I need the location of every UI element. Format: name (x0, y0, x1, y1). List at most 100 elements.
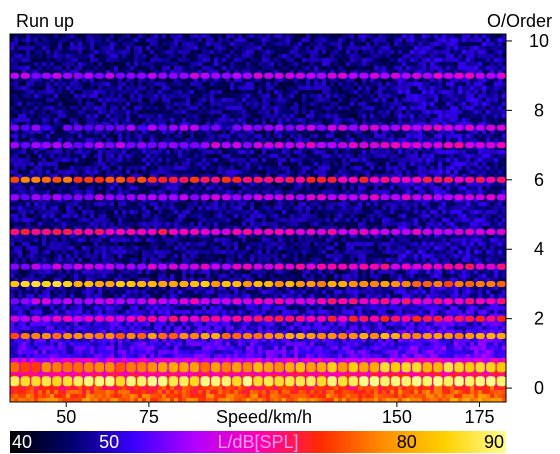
heatmap-cell (462, 50, 467, 55)
heatmap-cell (130, 190, 135, 195)
heatmap-cell (382, 186, 387, 191)
heatmap-cell (142, 154, 147, 159)
heatmap-cell (378, 54, 383, 59)
heatmap-cell (382, 158, 387, 163)
heatmap-cell (26, 90, 31, 95)
heatmap-cell (18, 186, 23, 191)
heatmap-cell (246, 78, 251, 83)
heatmap-cell (382, 86, 387, 91)
heatmap-cell (178, 78, 183, 83)
heatmap-cell (334, 166, 339, 171)
heatmap-cell (398, 182, 403, 187)
heatmap-cell (138, 58, 143, 63)
heatmap-cell (290, 98, 295, 103)
heatmap-cell (118, 78, 123, 83)
heatmap-cell (490, 102, 495, 107)
heatmap-cell (118, 162, 123, 167)
heatmap-cell (394, 146, 399, 151)
heatmap-cell (58, 90, 63, 95)
heatmap-cell (170, 54, 175, 59)
heatmap-cell (462, 170, 467, 175)
heatmap-cell (498, 86, 503, 91)
heatmap-cell (154, 106, 159, 111)
heatmap-cell (238, 58, 243, 63)
heatmap-cell (442, 150, 447, 155)
heatmap-cell (290, 190, 295, 195)
heatmap-cell (86, 134, 91, 139)
heatmap-cell (26, 50, 31, 55)
heatmap-cell (478, 94, 483, 99)
heatmap-cell (406, 190, 411, 195)
heatmap-cell (110, 42, 115, 47)
heatmap-cell (114, 46, 119, 51)
heatmap-cell (198, 70, 203, 75)
heatmap-cell (470, 78, 475, 83)
heatmap-cell (122, 66, 127, 71)
heatmap-cell (414, 154, 419, 159)
heatmap-cell (198, 162, 203, 167)
heatmap-cell (446, 50, 451, 55)
heatmap-cell (430, 142, 435, 147)
heatmap-cell (158, 78, 163, 83)
heatmap-cell (458, 46, 463, 51)
heatmap-cell (54, 146, 59, 151)
heatmap-cell (258, 122, 263, 127)
heatmap-cell (314, 106, 319, 111)
heatmap-cell (70, 54, 75, 59)
heatmap-cell (494, 58, 499, 63)
heatmap-cell (118, 182, 123, 187)
heatmap-cell (346, 138, 351, 143)
heatmap-cell (418, 122, 423, 127)
heatmap-cell (190, 82, 195, 87)
heatmap-cell (106, 86, 111, 91)
heatmap-cell (274, 42, 279, 47)
heatmap-cell (338, 138, 343, 143)
heatmap-cell (434, 118, 439, 123)
heatmap-cell (266, 38, 271, 43)
heatmap-cell (310, 46, 315, 51)
heatmap-cell (254, 118, 259, 123)
heatmap-cell (98, 110, 103, 115)
heatmap-cell (58, 102, 63, 107)
heatmap-cell (54, 46, 59, 51)
heatmap-cell (406, 54, 411, 59)
heatmap-cell (94, 42, 99, 47)
heatmap-cell (374, 162, 379, 167)
heatmap-cell (158, 70, 163, 75)
heatmap-cell (30, 58, 35, 63)
heatmap-cell (142, 134, 147, 139)
heatmap-cell (262, 66, 267, 71)
heatmap-cell (466, 190, 471, 195)
heatmap-cell (258, 54, 263, 59)
heatmap-cell (258, 82, 263, 87)
heatmap-cell (98, 34, 103, 39)
heatmap-cell (486, 78, 491, 83)
heatmap-cell (146, 190, 151, 195)
heatmap-cell (418, 118, 423, 123)
heatmap-cell (282, 134, 287, 139)
heatmap-cell (322, 86, 327, 91)
heatmap-cell (362, 54, 367, 59)
heatmap-cell (278, 170, 283, 175)
heatmap-cell (330, 70, 335, 75)
heatmap-cell (218, 66, 223, 71)
heatmap-cell (158, 42, 163, 47)
heatmap-cell (202, 170, 207, 175)
heatmap-cell (290, 122, 295, 127)
heatmap-cell (122, 190, 127, 195)
heatmap-cell (486, 54, 491, 59)
heatmap-cell (210, 94, 215, 99)
heatmap-cell (166, 110, 171, 115)
heatmap-cell (394, 114, 399, 119)
heatmap-cell (482, 110, 487, 115)
heatmap-cell (150, 90, 155, 95)
heatmap-cell (146, 38, 151, 43)
heatmap-cell (170, 150, 175, 155)
heatmap-cell (154, 162, 159, 167)
heatmap-cell (138, 34, 143, 39)
heatmap-cell (166, 150, 171, 155)
heatmap-cell (494, 186, 499, 191)
heatmap-cell (222, 166, 227, 171)
heatmap-cell (218, 74, 223, 79)
heatmap-cell (390, 54, 395, 59)
